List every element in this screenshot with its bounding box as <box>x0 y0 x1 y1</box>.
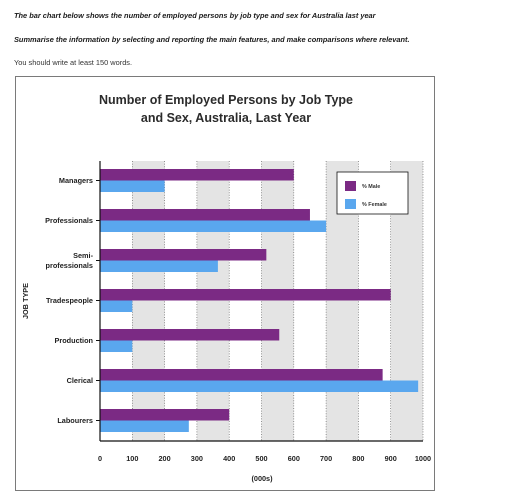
bar-male <box>100 329 280 341</box>
x-tick-label: 200 <box>159 454 171 463</box>
labels: Number of Employed Persons by Job Type an… <box>21 93 431 483</box>
chart-title-line-1: Number of Employed Persons by Job Type <box>99 93 353 107</box>
task-instruction-line-1: The bar chart below shows the number of … <box>14 11 376 20</box>
bar-male <box>100 409 230 421</box>
bar-female <box>100 220 327 232</box>
bar-male <box>100 369 383 381</box>
x-tick-label: 600 <box>288 454 300 463</box>
chart-frame: Number of Employed Persons by Job Type an… <box>15 76 435 491</box>
category-label: Semi- <box>73 251 93 260</box>
x-tick-label: 700 <box>320 454 332 463</box>
bars <box>100 169 419 432</box>
chart-title-line-2: and Sex, Australia, Last Year <box>141 111 311 125</box>
category-label: Labourers <box>57 416 93 425</box>
bar-female <box>100 380 419 392</box>
legend-swatch-male <box>345 181 356 191</box>
legend-label-male: % Male <box>362 184 380 190</box>
bar-chart: Number of Employed Persons by Job Type an… <box>21 93 431 483</box>
legend-label-female: % Female <box>362 202 387 208</box>
x-tick-label: 500 <box>255 454 267 463</box>
bar-male <box>100 209 310 221</box>
category-label: Professionals <box>45 216 93 225</box>
category-label: Clerical <box>67 376 93 385</box>
grid-band <box>261 161 294 441</box>
grid-band <box>196 161 230 441</box>
category-label: Production <box>54 336 93 345</box>
x-tick-label: 800 <box>352 454 364 463</box>
y-axis-title: JOB TYPE <box>21 283 30 319</box>
x-tick-label: 300 <box>191 454 203 463</box>
bar-male <box>100 169 294 181</box>
bar-male <box>100 249 267 261</box>
category-label: professionals <box>46 261 93 270</box>
category-label: Managers <box>59 176 93 185</box>
word-count-instruction: You should write at least 150 words. <box>14 58 133 67</box>
x-tick-label: 0 <box>98 454 102 463</box>
grid-band <box>132 161 165 441</box>
bar-female <box>100 300 133 312</box>
bar-female <box>100 260 218 272</box>
task-instruction-line-2: Summarise the information by selecting a… <box>14 35 410 44</box>
bar-female <box>100 180 165 192</box>
bar-female <box>100 420 189 432</box>
x-axis-title: (000s) <box>251 474 273 483</box>
bar-female <box>100 340 133 352</box>
x-tick-label: 900 <box>385 454 397 463</box>
legend-swatch-female <box>345 199 356 209</box>
axes <box>96 161 423 442</box>
bar-male <box>100 289 391 301</box>
legend: % Male % Female <box>336 171 409 215</box>
x-tick-label: 1000 <box>415 454 431 463</box>
x-tick-label: 400 <box>223 454 235 463</box>
category-label: Tradespeople <box>46 296 93 305</box>
x-tick-label: 100 <box>126 454 138 463</box>
